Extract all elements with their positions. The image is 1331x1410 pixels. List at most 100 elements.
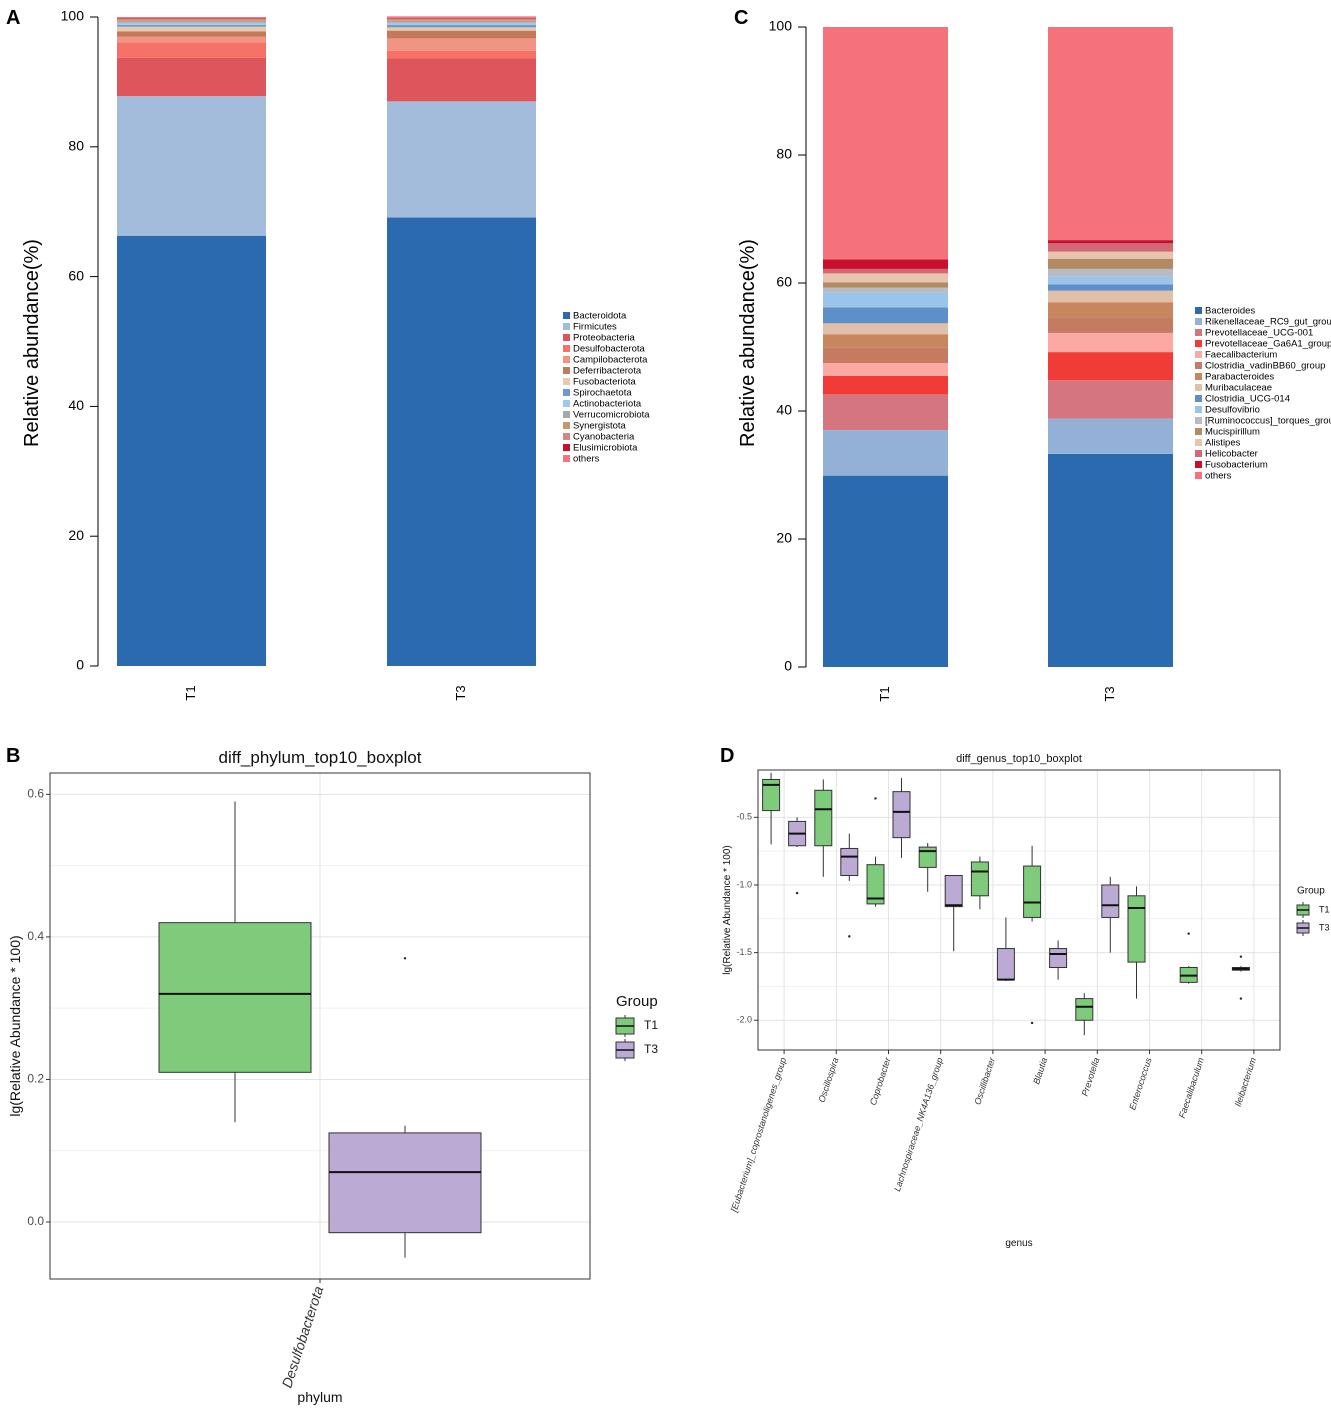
bar-segment-t3-desulfovibrio [1048,276,1173,285]
panel-b-x-axis-label: phylum [297,1389,342,1405]
bar-segment-t3-deferribacterota [387,30,536,39]
x-tick-label-t3: T3 [453,685,468,700]
bar-segment-t1-proteobacteria [117,57,266,97]
bar-segment-t1-bacteroidota [117,235,266,666]
y-tick-label-2: -1.5 [736,947,752,957]
bar-segment-t1-muribaculaceae [823,323,948,335]
bar-segment-t3-helicobacter [1048,243,1173,252]
bar-segment-t3-mucispirillum [1048,258,1173,269]
legend-swatch-synergistota [563,422,570,429]
x-tick-label-faecalibaculum: Faecalibaculum [1177,1056,1206,1120]
panel-c-letter: C [734,7,748,29]
panel-a-stacked-bar-chart: A T1 T3 0 20 40 60 80 100 BacteroidotaFirmicute… [6,7,650,701]
outlier-faecalibaculum-t1-0 [1187,932,1190,935]
bar-segment-t1-rikenellaceae-rc9-gut-group [823,430,948,476]
bar-segment-t3-synergistota [387,20,536,22]
bar-segment-t1-bacteroides [823,475,948,667]
legend-label-bacteroides: Bacteroides [1205,306,1255,317]
bar-segment-t3-bacteroides [1048,453,1173,667]
legend-swatch-faecalibacterium [1195,351,1202,358]
box-oscillospira-t3 [840,847,859,877]
legend-label-desulfovibrio: Desulfovibrio [1205,405,1260,416]
y-tick-label-100: 100 [769,18,793,34]
bar-segment-t3-firmicutes [387,101,536,218]
legend-swatch-bacteroides [1195,307,1202,314]
box-eubacterium-coprostanoligenes-group-t1 [762,778,781,812]
bar-segment-t1-actinobacteriota [117,22,266,25]
legend-swatch-proteobacteria [563,334,570,341]
panel-d-title: diff_genus_top10_boxplot [956,753,1082,765]
legend-swatch-rikenellaceae-rc9-gut-group [1195,318,1202,325]
bar-segment-t3-fusobacterium [1048,240,1173,244]
bar-segment-t1-alistipes [823,273,948,283]
bar-segment-t1-faecalibacterium [823,363,948,376]
bar-segment-t1-clostridia-vadinbb60-group [823,347,948,363]
outlier-coprobacter-t1-0 [874,797,877,800]
legend-label-alistipes: Alistipes [1205,438,1241,449]
legend-label-t1: T1 [644,1018,658,1032]
legend-label-muribaculaceae: Muribaculaceae [1205,383,1272,394]
bar-segment-t1-fusobacteriota [117,26,266,32]
bar-segment-t1-fusobacterium [823,259,948,269]
legend-label-campilobacterota: Campilobacterota [573,355,648,366]
legend-swatch-desulfobacterota [563,345,570,352]
legend-label-spirochaetota: Spirochaetota [573,388,632,399]
outlier-ileibacterium-t1-1 [1239,997,1243,1000]
legend-swatch-deferribacterota [563,367,570,374]
bar-segment-t3-ruminococcus-torques-group [1048,268,1173,277]
legend-swatch-ruminococcus-torques-group [1195,417,1202,424]
panel-b-title: diff_phylum_top10_boxplot [219,748,422,767]
legend-label-prevotellaceae-ga6a1-group: Prevotellaceae_Ga6A1_group [1205,339,1331,350]
bar-segment-t3-alistipes [1048,251,1173,259]
x-tick-label-t1: T1 [877,686,892,701]
legend-swatch-spirochaetota [563,389,570,396]
outlier-ileibacterium-t1-0 [1239,955,1243,958]
y-tick-label-80: 80 [68,138,84,154]
y-tick-label-2: 0.4 [27,929,44,943]
box-lachnospiraceae-nk4a136-group-t3 [944,875,963,908]
bar-segment-t1-clostridia-ucg-014 [823,307,948,324]
bar-segment-t3-elusimicrobiota [387,18,536,19]
bar-segment-t1-deferribacterota [117,31,266,37]
box-prevotella-t1 [1075,998,1094,1021]
outlier-eubacterium-coprostanoligenes-group-t3-0 [795,891,799,895]
bar-segment-t1-synergistota [117,20,266,22]
bar-segment-t1-mucispirillum [823,282,948,288]
legend-label-rikenellaceae-rc9-gut-group: Rikenellaceae_RC9_gut_group [1205,317,1331,328]
bar-segment-t1-desulfobacterota [117,42,266,58]
panel-b-letter: B [6,745,20,767]
y-tick-label-40: 40 [776,402,792,418]
legend-label-fusobacteriota: Fusobacteriota [573,377,637,388]
box-oscillibacter-t1 [970,861,989,897]
box-oscillibacter-t3 [996,948,1015,981]
legend-swatch-parabacteroides [1195,373,1202,380]
bar-segment-t3-desulfobacterota [387,50,536,59]
legend-label-proteobacteria: Proteobacteria [573,333,636,344]
legend-label-t3: T3 [644,1042,658,1056]
legend-swatch-clostridia-ucg-014 [1195,395,1202,402]
box-desulfobacterota-t3 [328,1132,482,1234]
legend-swatch-helicobacter [1195,450,1202,457]
legend-swatch-fusobacteriota [563,378,570,385]
legend-label-t1: T1 [1319,904,1330,914]
bar-segment-t3-bacteroidota [387,217,536,667]
y-tick-label-20: 20 [776,530,792,546]
bar-segment-t3-parabacteroides [1048,302,1173,318]
legend-title: Group [1297,886,1325,897]
box-prevotella-t3 [1101,884,1120,918]
y-tick-label-0: 0.0 [27,1214,44,1228]
legend-label-faecalibacterium: Faecalibacterium [1205,350,1277,361]
legend-swatch-clostridia-vadinbb60-group [1195,362,1202,369]
panel-d-x-axis-label: genus [1005,1238,1032,1249]
bar-segment-t3-muribaculaceae [1048,290,1173,303]
bar-segment-t3-cyanobacteria [387,18,536,21]
legend-swatch-prevotellaceae-ga6a1-group [1195,340,1202,347]
legend-label-verrucomicrobiota: Verrucomicrobiota [573,410,650,421]
y-tick-label-1: -1.0 [736,879,752,889]
bar-segment-t1-others [117,17,266,19]
legend-label-others: others [1205,471,1232,482]
x-tick-label-t3: T3 [1102,686,1117,701]
bar-segment-t3-clostridia-vadinbb60-group [1048,317,1173,333]
outlier-blautia-t1-0 [1030,1021,1034,1025]
legend-swatch-alistipes [1195,439,1202,446]
